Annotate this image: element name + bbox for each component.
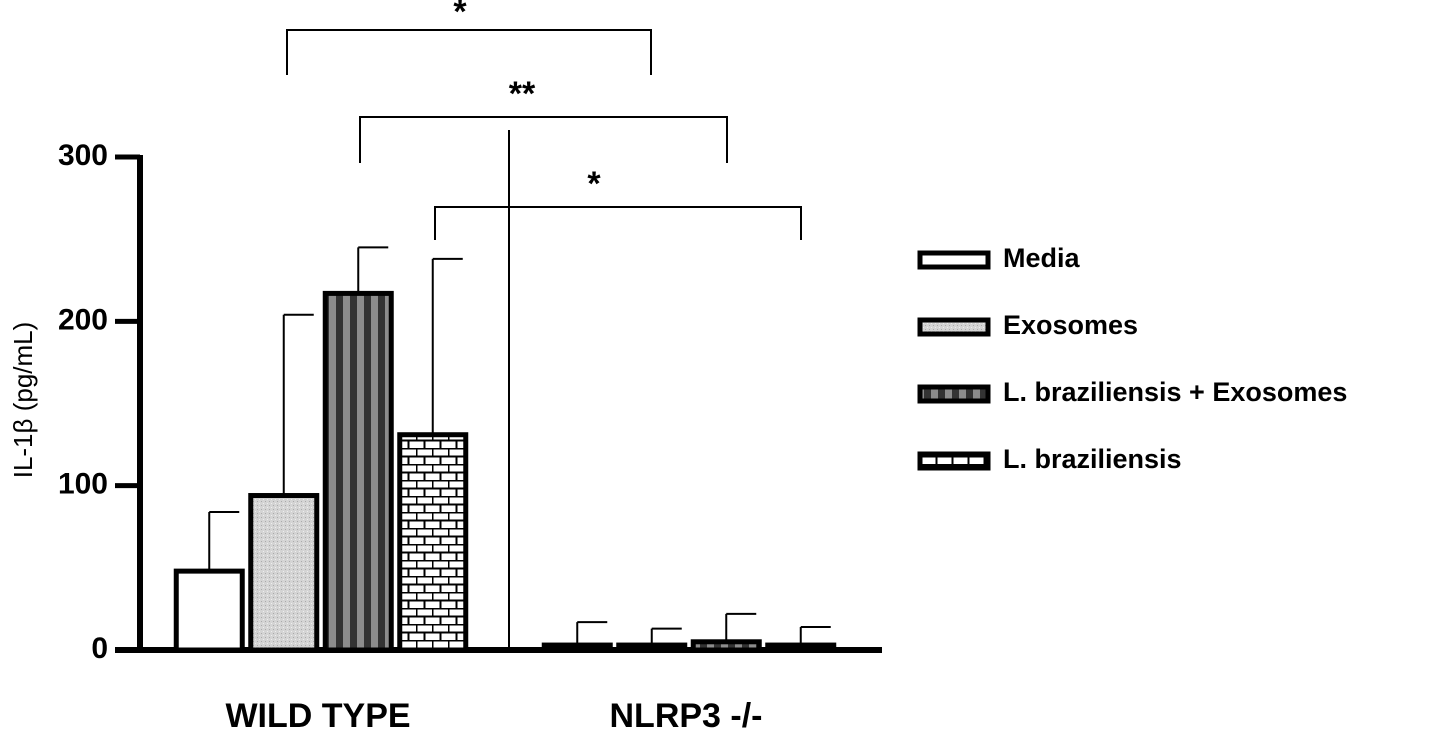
y-axis-label: IL-1β (pg/mL) — [8, 322, 38, 479]
error-bar — [208, 510, 240, 572]
significance-label: * — [453, 0, 467, 31]
error-bar — [576, 621, 608, 646]
legend-label: Media — [1003, 243, 1081, 273]
bar — [248, 493, 320, 653]
y-tick-label: 200 — [58, 303, 108, 336]
bar — [322, 290, 394, 653]
y-tick-label: 300 — [58, 139, 108, 172]
significance-bracket — [359, 116, 728, 163]
error-bar — [431, 257, 463, 435]
legend-swatch — [917, 250, 991, 270]
legend-label: Exosomes — [1003, 310, 1138, 340]
error-bar — [799, 625, 831, 646]
error-bar — [725, 612, 757, 642]
bar — [397, 432, 469, 653]
legend-swatch — [917, 317, 991, 337]
bar — [690, 639, 762, 653]
y-tick-label: 100 — [58, 468, 108, 501]
legend-swatch — [917, 384, 991, 404]
significance-bracket — [434, 206, 802, 240]
legend-label: L. braziliensis — [1003, 444, 1182, 474]
significance-label: ** — [509, 75, 536, 113]
bar — [616, 642, 688, 653]
legend-swatch — [917, 451, 991, 471]
legend-label: L. braziliensis + Exosomes — [1003, 377, 1347, 407]
x-tick-label: NLRP3 -/- — [610, 697, 763, 735]
bar — [173, 568, 245, 653]
error-bar — [282, 313, 314, 496]
error-bar — [650, 627, 682, 646]
bar — [541, 642, 613, 653]
x-tick-label: WILD TYPE — [225, 697, 410, 735]
bar — [765, 642, 837, 653]
error-bar — [357, 246, 389, 294]
significance-bracket — [286, 29, 652, 75]
significance-label: * — [587, 165, 601, 203]
y-tick-label: 0 — [91, 632, 108, 665]
